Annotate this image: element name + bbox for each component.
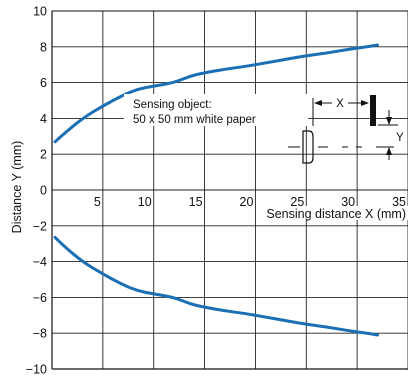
- y-tick-label: −8: [33, 327, 47, 341]
- x-axis-label-backdrop: [256, 206, 408, 220]
- x-tick-labels: 5 10 15 20 25 30 35: [94, 195, 406, 209]
- x-tick-label: 30: [341, 195, 355, 209]
- curves-group: [53, 43, 379, 337]
- upper-detection-curve: [53, 43, 379, 144]
- sensor-diagram: [288, 95, 398, 164]
- y-tick-label: 4: [40, 112, 47, 126]
- plot-frame: [51, 10, 408, 370]
- annotation-line1: Sensing object:: [133, 99, 212, 111]
- sensor-head-shape: [302, 130, 314, 164]
- y-dimension-label: Y: [396, 132, 404, 144]
- chart-grid: [52, 10, 408, 370]
- y-tick-labels: 10 8 6 4 2 0 −2 −4 −6 −8 −10: [26, 5, 47, 376]
- x-dimension-label: X: [336, 98, 344, 110]
- y-axis-label: Distance Y (mm): [10, 141, 24, 234]
- x-tick-label: 25: [290, 195, 304, 209]
- x-arrowhead-left: [314, 100, 322, 106]
- x-arrowhead-right: [361, 100, 369, 106]
- y-tick-label: 10: [33, 5, 47, 19]
- y-tick-label: −6: [33, 291, 47, 305]
- x-tick-label: 5: [94, 195, 101, 209]
- y-tick-label: −2: [33, 219, 47, 233]
- y-tick-label: 6: [40, 76, 47, 90]
- y-tick-label: 0: [40, 184, 47, 198]
- annotation-backdrop: [124, 94, 308, 126]
- y-tick-label: −10: [26, 363, 47, 376]
- y-tick-label: −4: [33, 255, 47, 269]
- x-axis-label: Sensing distance X (mm): [266, 207, 406, 221]
- lower-detection-curve: [53, 235, 379, 337]
- x-tick-label: 20: [240, 195, 254, 209]
- y-tick-label: 8: [40, 40, 47, 54]
- y-arrowhead-down: [386, 117, 392, 125]
- y-arrowhead-up: [386, 147, 392, 155]
- x-tick-label: 10: [138, 195, 152, 209]
- x-tick-label: 35: [392, 195, 406, 209]
- x-tick-label: 15: [189, 195, 203, 209]
- target-object: [370, 95, 376, 126]
- annotation-line2: 50 x 50 mm white paper: [133, 114, 256, 126]
- y-tick-label: 2: [40, 148, 47, 162]
